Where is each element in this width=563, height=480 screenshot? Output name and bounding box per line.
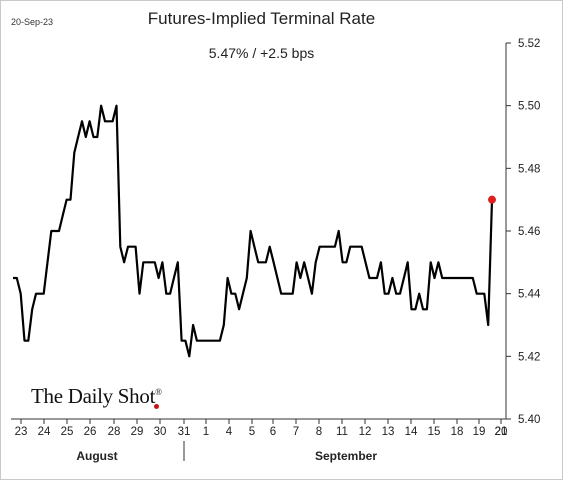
x-tick-label-15: 12 [359,426,372,438]
y-tick-label-2: 5.44 [518,289,541,301]
logo-text: The Daily Shot [31,384,156,408]
month-label-august: August [76,449,117,463]
x-tick-label-4: 28 [108,426,121,438]
y-tick-label-4: 5.48 [518,163,540,175]
y-tick-label-3: 5.46 [518,226,540,238]
y-tick-label-1: 5.42 [518,351,540,363]
x-tick-label-last: 21 [495,426,508,438]
x-tick-label-13: 8 [316,426,322,438]
x-tick-label-6: 30 [154,426,167,438]
y-tick-label-5: 5.50 [518,101,540,113]
logo-red-dot [154,404,159,409]
logo-mark: ® [155,387,162,397]
y-tick-label-6: 5.52 [518,38,540,50]
x-tick-label-16: 13 [382,426,395,438]
date-stamp: 20-Sep-23 [11,17,54,27]
x-tick-label-5: 29 [131,426,144,438]
x-tick-label-3: 26 [84,426,97,438]
chart-title: Futures-Implied Terminal Rate [147,9,376,28]
x-tick-label-21: 20 [495,426,508,438]
series-line [13,104,494,358]
x-tick-label-8: 1 [203,426,209,438]
chart-subtitle: 5.47% / +2.5 bps [208,45,315,61]
x-tick-label-17: 14 [405,426,418,438]
daily-shot-logo: The Daily Shot® [31,384,162,409]
x-tick-label-18: 15 [428,426,441,438]
y-tick-label-0: 5.40 [518,414,540,426]
x-tick-label-2: 25 [61,426,74,438]
x-tick-label-7: 31 [178,426,191,438]
x-tick-label-19: 18 [451,426,464,438]
x-tick-label-10: 5 [249,426,255,438]
x-tick-label-12: 7 [293,426,299,438]
last-value-marker [488,195,496,204]
x-tick-label-0: 23 [15,426,28,438]
x-tick-label-11: 6 [270,426,276,438]
x-tick-label-20: 19 [473,426,486,438]
month-label-september: September [315,449,377,463]
x-tick-label-1: 24 [38,426,51,438]
x-tick-label-14: 11 [336,426,348,438]
x-tick-label-9: 4 [226,426,233,438]
